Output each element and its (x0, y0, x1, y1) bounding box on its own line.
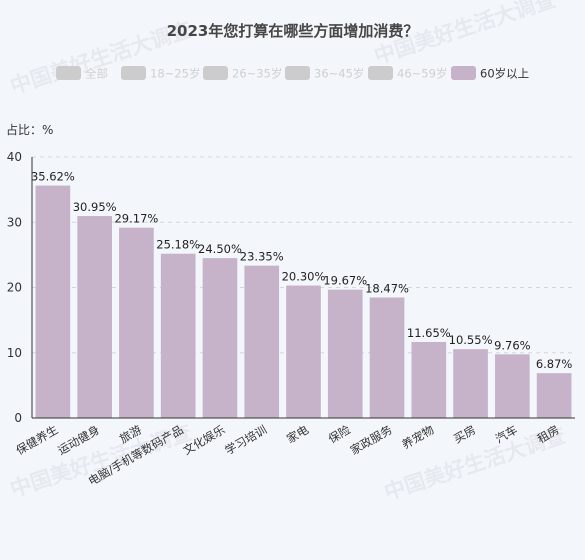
data-label: 24.50% (198, 242, 242, 256)
legend-swatch (203, 66, 228, 80)
legend-label: 18~25岁 (150, 67, 200, 81)
legend: 全部 18~25岁 26~35岁 36~45岁 46~59岁 60岁以上 (56, 66, 529, 81)
x-tick-label: 家电 (284, 422, 311, 446)
legend-swatch (56, 66, 81, 80)
y-axis: 0 10 20 30 40 (7, 150, 33, 425)
data-label: 30.95% (73, 200, 117, 214)
legend-label: 60岁以上 (480, 67, 529, 81)
x-tick-label: 租房 (535, 422, 562, 446)
legend-item[interactable]: 60岁以上 (451, 66, 529, 81)
data-label: 18.47% (365, 281, 409, 295)
bar[interactable] (202, 258, 238, 418)
legend-swatch (121, 66, 146, 80)
data-label: 19.67% (323, 274, 367, 288)
bar[interactable] (453, 349, 488, 418)
legend-item[interactable]: 18~25岁 (121, 66, 200, 81)
y-tick-label: 0 (14, 411, 22, 425)
x-tick-label: 汽车 (493, 422, 520, 446)
legend-label: 全部 (85, 67, 108, 81)
bar[interactable] (369, 297, 405, 418)
x-tick-label: 运动健身 (55, 422, 102, 457)
data-label: 10.55% (449, 333, 493, 347)
legend-label: 26~35岁 (232, 67, 282, 81)
bar[interactable] (536, 373, 572, 418)
bar[interactable] (244, 265, 280, 418)
data-label: 6.87% (536, 357, 573, 371)
bar[interactable] (119, 227, 154, 418)
x-axis: 保健养生运动健身 旅游电脑/手机等数码产品文化娱乐学习培训 家电 保险家政服务 养宠物买… (14, 417, 575, 488)
bar[interactable] (327, 289, 363, 418)
bars: 35.62% 30.95%29.17% 25.18%24.50%23.35% 20.3… (31, 170, 572, 418)
data-label: 35.62% (31, 170, 75, 184)
data-label: 20.30% (282, 270, 326, 284)
legend-item[interactable]: 全部 (56, 66, 108, 81)
bar[interactable] (77, 216, 112, 418)
legend-item[interactable]: 26~35岁 (203, 66, 282, 81)
bar[interactable] (495, 354, 530, 418)
bar[interactable] (286, 285, 321, 418)
data-label: 11.65% (407, 326, 451, 340)
legend-label: 46~59岁 (397, 67, 447, 81)
legend-item[interactable]: 36~45岁 (285, 66, 364, 81)
x-tick-label: 学习培训 (222, 422, 269, 457)
data-label: 25.18% (156, 238, 200, 252)
legend-swatch (285, 66, 310, 80)
legend-item[interactable]: 46~59岁 (368, 66, 447, 81)
bar[interactable] (411, 341, 447, 418)
legend-swatch (368, 66, 393, 80)
chart-title: 2023年您打算在哪些方面增加消费？ (167, 22, 419, 40)
y-axis-unit-label: 占比：% (6, 122, 53, 137)
bar[interactable] (160, 253, 196, 418)
x-tick-label: 文化娱乐 (181, 422, 228, 457)
y-tick-label: 20 (7, 281, 22, 295)
x-tick-label: 家政服务 (348, 422, 395, 457)
data-label: 9.76% (494, 338, 531, 352)
legend-swatch (451, 66, 476, 80)
y-tick-label: 40 (7, 150, 22, 164)
legend-label: 36~45岁 (314, 67, 364, 81)
data-label: 23.35% (240, 250, 284, 264)
bar[interactable] (35, 185, 71, 418)
x-tick-label: 保健养生 (14, 422, 61, 457)
data-label: 29.17% (114, 212, 158, 226)
x-tick-label: 养宠物 (399, 422, 436, 451)
y-tick-label: 10 (7, 346, 22, 360)
x-tick-label: 买房 (451, 422, 478, 446)
x-tick-label: 保险 (326, 422, 353, 446)
x-tick-label: 旅游 (117, 422, 144, 446)
y-tick-label: 30 (7, 215, 22, 229)
